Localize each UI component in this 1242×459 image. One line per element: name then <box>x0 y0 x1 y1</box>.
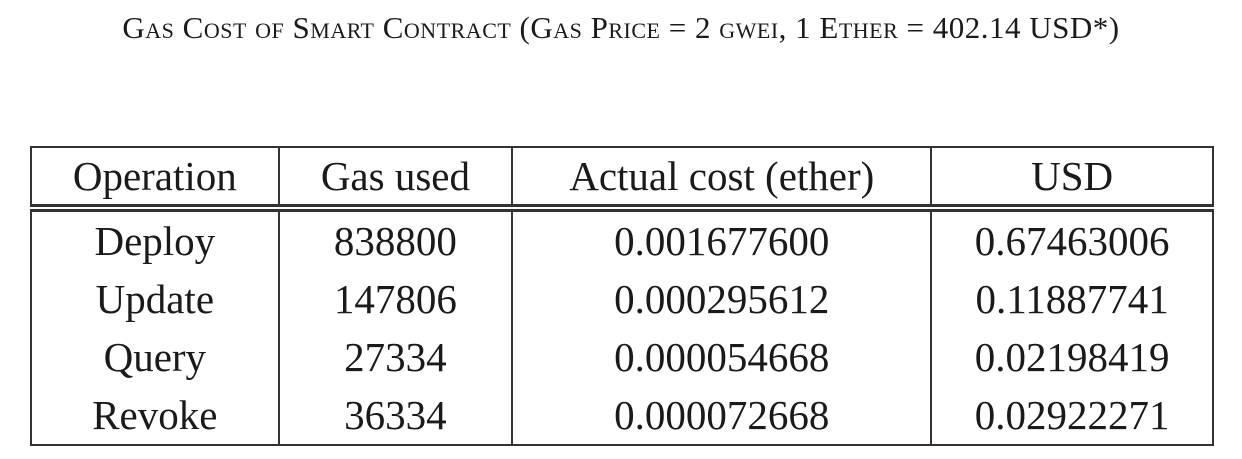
table-cell: 0.02198419 <box>930 328 1214 386</box>
table-cell: 0.001677600 <box>511 208 933 270</box>
table-cell: 0.11887741 <box>930 270 1214 328</box>
header-cell: Gas used <box>277 146 514 212</box>
table-cell: 0.67463006 <box>930 208 1214 270</box>
table-cell: 0.02922271 <box>930 386 1214 446</box>
table-cell: Revoke <box>30 386 280 446</box>
table-cell: 838800 <box>277 208 514 270</box>
table-cell: 0.000054668 <box>511 328 933 386</box>
table: Operation Gas used Actual cost (ether) USD … <box>30 146 1214 446</box>
table-cell: Query <box>30 328 280 386</box>
table-cell: Deploy <box>30 208 280 270</box>
table-row: Revoke 36334 0.000072668 0.02922271 <box>30 386 1214 446</box>
table-row: Deploy 838800 0.001677600 0.67463006 <box>30 208 1214 270</box>
table-row: Query 27334 0.000054668 0.02198419 <box>30 328 1214 386</box>
table-caption: Gas Cost of Smart Contract (Gas Price = … <box>122 10 1120 45</box>
header-cell: Actual cost (ether) <box>511 146 933 212</box>
table-cell: 36334 <box>277 386 514 446</box>
header-row: Operation Gas used Actual cost (ether) USD <box>30 146 1214 212</box>
header-cell: USD <box>930 146 1214 212</box>
table-cell: 0.000072668 <box>511 386 933 446</box>
table-cell: 27334 <box>277 328 514 386</box>
table-cell: 0.000295612 <box>511 270 933 328</box>
table-body: Deploy 838800 0.001677600 0.67463006 Update 1… <box>30 208 1214 446</box>
table-cell: Update <box>30 270 280 328</box>
table-row: Update 147806 0.000295612 0.11887741 <box>30 270 1214 328</box>
table-cell: 147806 <box>277 270 514 328</box>
header-cell: Operation <box>30 146 280 212</box>
